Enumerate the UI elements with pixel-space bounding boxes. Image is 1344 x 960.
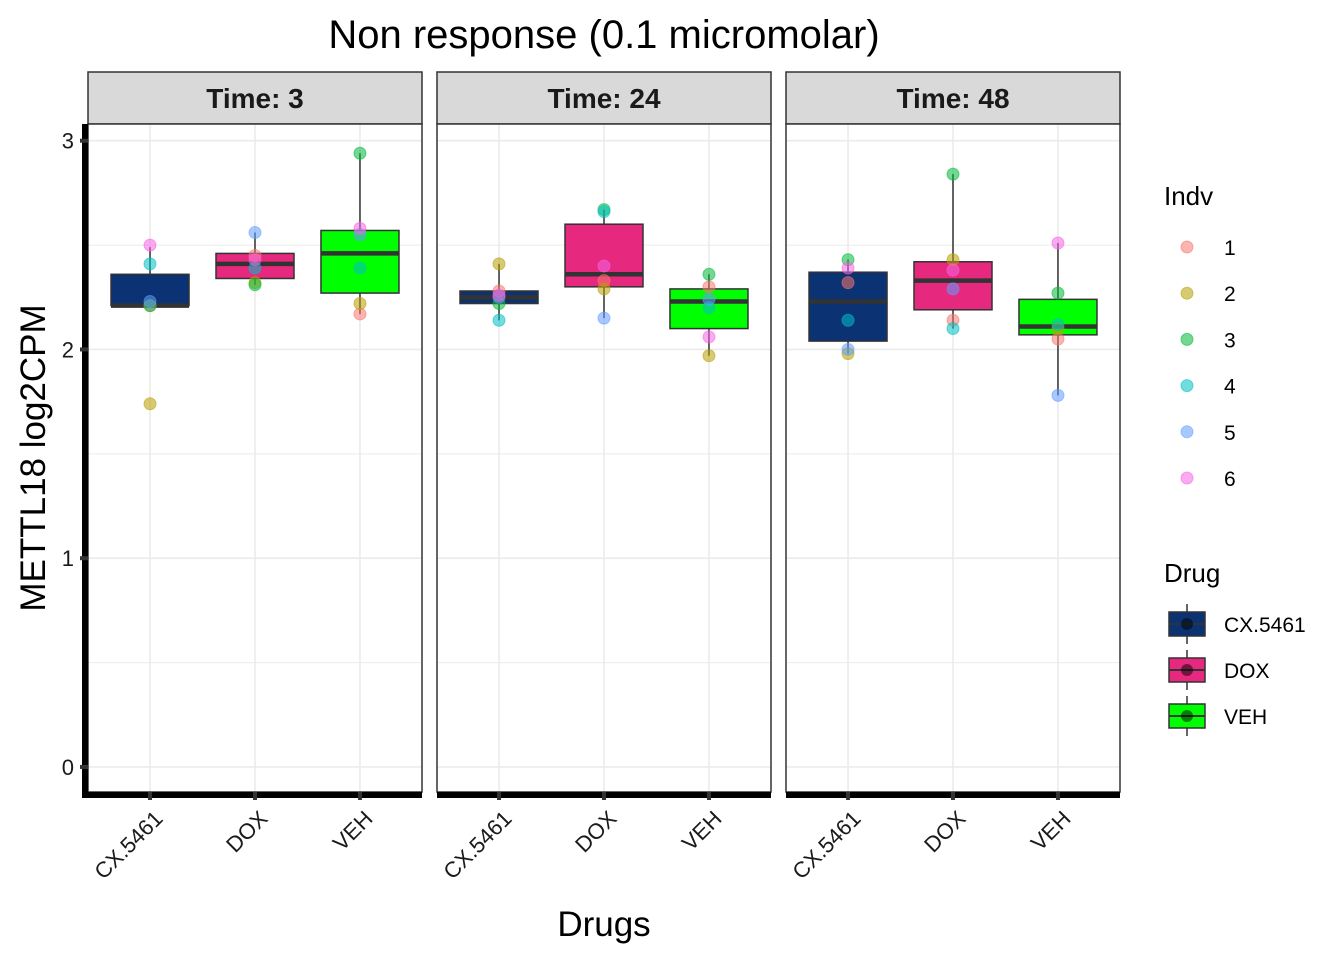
legend-label-indv: 6 [1224,468,1236,491]
data-point-indv-4 [946,322,960,336]
legend-label-indv: 4 [1224,376,1236,399]
legend-key-point [1181,618,1193,630]
x-axis-title: Drugs [557,905,650,944]
box-CX.5461 [110,238,190,411]
x-tick-label: CX.5461 [438,806,516,884]
data-point-indv-6 [143,238,157,252]
legend-title-drug: Drug [1164,558,1220,588]
data-point-indv-4 [353,261,367,275]
legend-title-indv: Indv [1164,181,1213,211]
box-DOX [215,226,295,292]
x-tick-label: CX.5461 [89,806,167,884]
data-point-indv-6 [353,221,367,235]
y-tick-label: 0 [62,755,74,780]
data-point-indv-4 [1051,317,1065,331]
data-point-indv-5 [841,342,855,356]
data-point-indv-2 [143,397,157,411]
legend-label-drug: VEH [1224,706,1267,729]
legend-key-indv-5 [1180,425,1194,439]
box-VEH [320,146,400,321]
legend-label-indv: 5 [1224,422,1236,445]
x-tick-label: DOX [221,806,273,858]
y-tick-label: 2 [62,337,74,362]
legend-key-indv-1 [1180,240,1194,254]
box-VEH [669,267,749,363]
facet-strip-label: Time: 48 [896,83,1009,114]
data-point-indv-5 [946,282,960,296]
facet-strip-label: Time: 24 [547,83,661,114]
data-point-indv-5 [597,311,611,325]
legend-label-drug: DOX [1224,660,1270,683]
box-DOX [564,203,644,325]
legend-label-drug: CX.5461 [1224,614,1306,637]
data-point-indv-5 [143,294,157,308]
facet-strip-label: Time: 3 [206,83,304,114]
chart-title: Non response (0.1 micromolar) [328,13,879,57]
data-point-indv-6 [702,330,716,344]
legend-label-indv: 2 [1224,283,1236,306]
data-point-indv-4 [597,205,611,219]
data-point-indv-3 [1051,286,1065,300]
facet-strip [87,71,423,125]
legend-label-indv: 3 [1224,329,1236,352]
facet-panel: Time: 3 CX.5461 DOX VEH [87,71,423,884]
box-VEH [1018,236,1098,402]
data-point-indv-3 [702,267,716,281]
y-tick-label: 3 [62,129,74,154]
data-point-indv-6 [946,263,960,277]
data-point-indv-6 [248,253,262,267]
legend-key-point [1181,664,1193,676]
box-CX.5461 [459,257,539,327]
facet-strip [436,71,772,125]
data-point-indv-4 [492,313,506,327]
data-point-indv-6 [1051,236,1065,250]
legend-key-point [1181,710,1193,722]
data-point-indv-3 [946,167,960,181]
x-tick-label: DOX [919,806,971,858]
data-point-indv-4 [143,257,157,271]
box-CX.5461 [808,253,888,361]
data-point-indv-5 [1051,388,1065,402]
x-tick-label: VEH [328,806,378,856]
data-point-indv-2 [492,257,506,271]
data-point-indv-6 [597,259,611,273]
x-tick-label: DOX [570,806,622,858]
legend-key-indv-2 [1180,286,1194,300]
legend-key-indv-3 [1180,332,1194,346]
data-point-indv-4 [841,313,855,327]
y-tick-label: 1 [62,546,74,571]
data-point-indv-5 [702,292,716,306]
x-tick-label: CX.5461 [787,806,865,884]
data-point-indv-1 [841,276,855,290]
facet-panel: Time: 48 CX.5461 DOX VEH [785,71,1121,884]
data-point-indv-2 [702,349,716,363]
data-point-indv-2 [353,297,367,311]
data-point-indv-5 [248,226,262,240]
legends: Indv 1 2 3 4 5 6 Drug CX.5461 DOX VEH [1164,181,1306,736]
legend-key-indv-6 [1180,471,1194,485]
data-point-indv-6 [492,288,506,302]
data-point-indv-3 [248,278,262,292]
legend-key-indv-4 [1180,379,1194,393]
y-axis: 0 1 2 3 [62,124,88,798]
box-DOX [913,167,993,336]
x-tick-label: VEH [677,806,727,856]
facet-strip [785,71,1121,125]
legend-label-indv: 1 [1224,237,1236,260]
data-point-indv-6 [841,261,855,275]
data-point-indv-2 [597,282,611,296]
y-axis-title: METTL18 log2CPM [14,304,53,611]
data-point-indv-1 [702,280,716,294]
data-point-indv-3 [353,146,367,160]
x-tick-label: VEH [1026,806,1076,856]
facet-panels: Time: 3 CX.5461 DOX VEH Time: 24 CX.5461 DOX VE… [62,71,1121,884]
facet-panel: Time: 24 CX.5461 DOX VEH [436,71,772,884]
